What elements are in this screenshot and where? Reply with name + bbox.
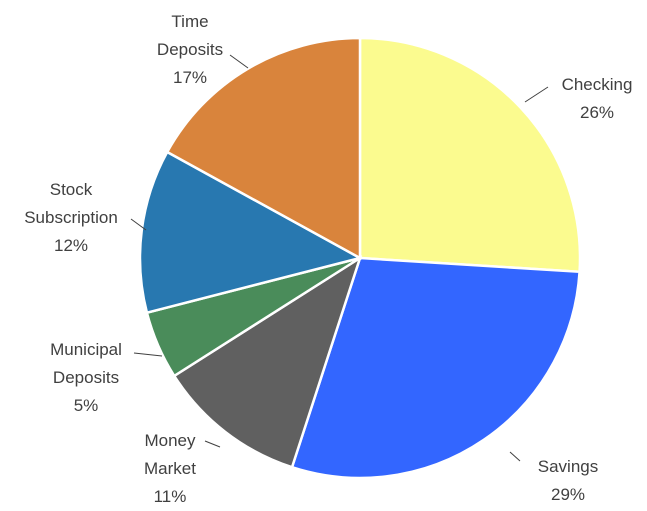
slice-value-label: 26% <box>579 103 615 122</box>
slice-label: Money Market <box>144 431 196 478</box>
pie-slice <box>290 256 581 480</box>
pie-slice <box>172 255 363 469</box>
leader-line <box>130 218 147 231</box>
slice-value-label: 29% <box>550 485 586 504</box>
slice-label: Checking <box>561 75 633 94</box>
pie-slice <box>358 36 582 274</box>
slice-label: Stock Subscription <box>24 180 118 227</box>
leader-line <box>229 54 249 69</box>
leader-line <box>524 86 549 103</box>
slice-value-label: 17% <box>172 68 208 87</box>
leader-line <box>509 451 521 462</box>
pie-slice <box>165 36 362 261</box>
slice-label: Savings <box>537 457 599 476</box>
slice-value-label: 11% <box>153 487 187 506</box>
leader-line <box>133 352 163 357</box>
leader-line <box>204 440 221 448</box>
slice-label: Municipal Deposits <box>50 340 122 387</box>
slice-label: Time Deposits <box>156 12 224 59</box>
pie-slice <box>138 150 364 315</box>
slice-value-label: 5% <box>73 396 99 415</box>
slice-value-label: 12% <box>53 236 89 255</box>
